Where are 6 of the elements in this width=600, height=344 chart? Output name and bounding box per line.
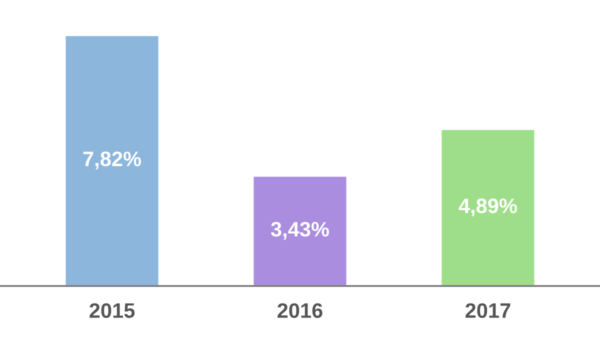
data-label: 3,43% [270, 222, 329, 240]
x-tick-label: 2015 [90, 303, 135, 318]
x-tick-label: 2016 [278, 303, 322, 318]
data-label: 4,89% [458, 198, 517, 216]
data-label: 7,82% [83, 152, 142, 170]
x-tick-label: 2017 [466, 303, 510, 318]
